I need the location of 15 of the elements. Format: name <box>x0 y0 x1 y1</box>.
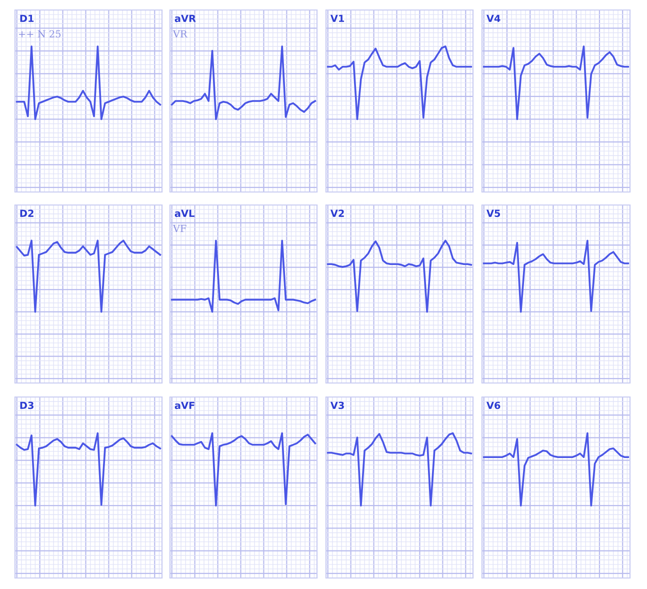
chart-title: V1 <box>330 14 344 22</box>
text: ++ N 25 <box>18 30 61 38</box>
chart-title: V2 <box>330 210 344 217</box>
chart-title: D1 <box>20 14 34 22</box>
chart-title: aVL <box>174 210 194 217</box>
chart-title: V5 <box>486 210 500 217</box>
chart-title: D3 <box>20 402 34 410</box>
chart-title: V3 <box>330 402 344 410</box>
chart-title: V4 <box>486 14 500 22</box>
chart-title: aVR <box>174 14 196 22</box>
chart-title: V6 <box>486 402 500 410</box>
text: VR <box>172 30 188 38</box>
chart-title: D2 <box>20 210 34 217</box>
chart-title: aVF <box>174 402 194 410</box>
text: VF <box>172 224 186 232</box>
